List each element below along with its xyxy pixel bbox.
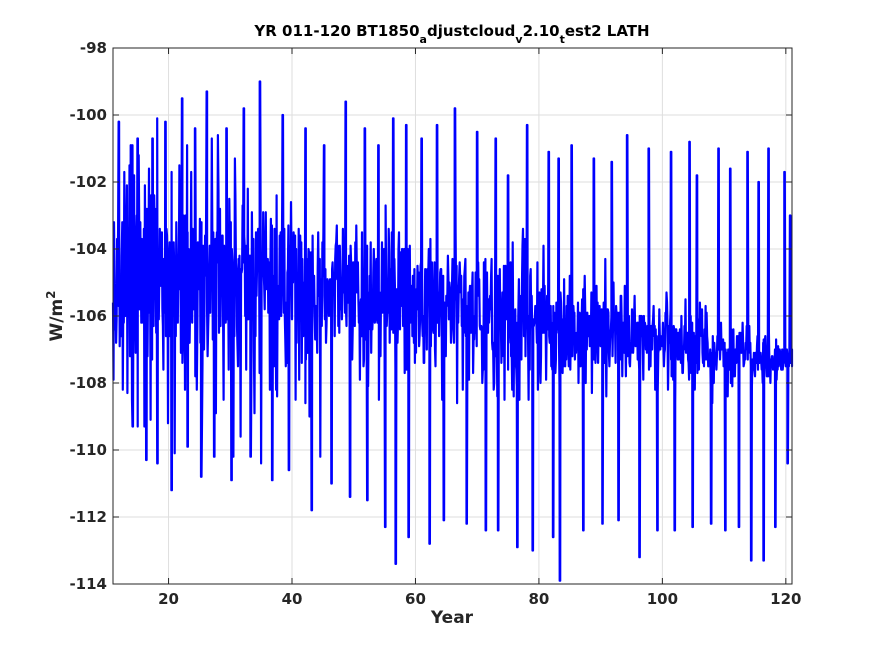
x-tick-label: 20 — [158, 590, 179, 608]
axis-ticks — [113, 47, 792, 585]
y-tick-label: -104 — [69, 240, 107, 258]
title-subscript: v — [515, 33, 523, 46]
chart-title: YR 011-120 BT1850adjustcloudv2.10test2 L… — [253, 22, 649, 46]
title-subscript: a — [420, 33, 427, 46]
y-tick-label: -98 — [80, 39, 107, 57]
x-axis-label: Year — [430, 608, 474, 628]
y-tick-label: -112 — [69, 508, 107, 526]
y-tick-label: -100 — [69, 106, 107, 124]
x-tick-label: 120 — [770, 590, 801, 608]
x-tick-label: 100 — [647, 590, 678, 608]
y-label-superscript: 2 — [44, 290, 58, 298]
title-segment: 2.10 — [523, 22, 560, 40]
series-line — [111, 80, 794, 582]
y-tick-label: -110 — [69, 441, 107, 459]
y-tick-labels: -114 -112 -110 -108 -106 -104 -102 -100 -98 — [69, 39, 107, 593]
title-segment: YR 011-120 BT1850 — [253, 22, 419, 40]
y-tick-label: -108 — [69, 374, 107, 392]
plot-area: 20 40 60 80 100 120 -114-112-110-108-106-104-… — [69, 39, 801, 608]
x-tick-label: 60 — [405, 590, 426, 608]
y-label-base: W/m — [47, 299, 67, 342]
y-axis-label: W/m2 — [44, 290, 67, 341]
title-subscript: t — [560, 33, 565, 46]
y-tick-label: -102 — [69, 173, 107, 191]
series-group — [111, 80, 794, 582]
title-segment: est2 LATH — [565, 22, 650, 40]
title-segment: djustcloud — [427, 22, 515, 40]
x-tick-labels: 20 40 60 80 100 120 — [158, 590, 801, 608]
x-tick-label: 80 — [528, 590, 549, 608]
y-tick-label: -106 — [69, 307, 107, 325]
chart-title-group: YR 011-120 BT1850adjustcloudv2.10test2 L… — [253, 22, 649, 46]
y-tick-label: -114 — [69, 575, 107, 593]
x-tick-label: 40 — [282, 590, 303, 608]
